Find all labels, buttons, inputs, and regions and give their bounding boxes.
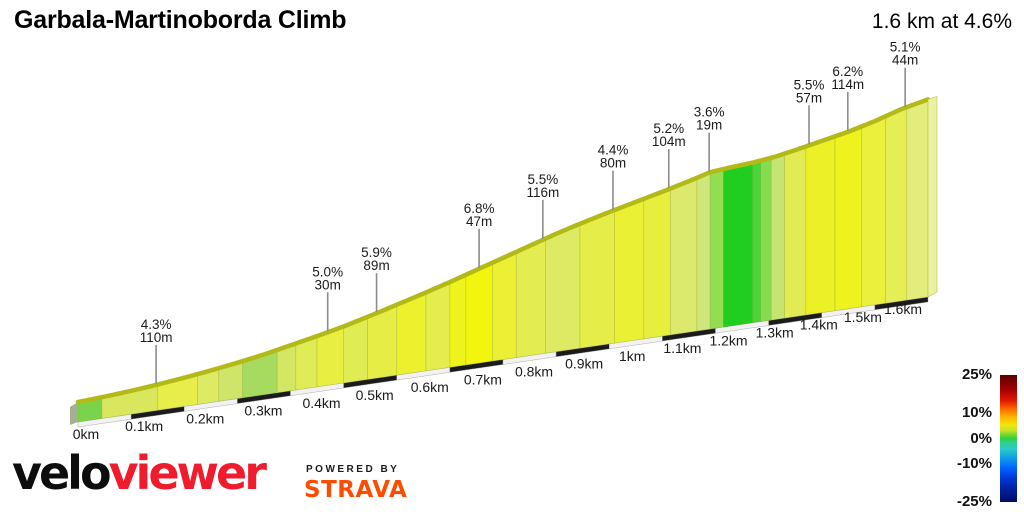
callout-gradient-label: 5.1% [890,40,921,55]
profile-segment [643,188,671,340]
page-title: Garbala-Martinoborda Climb [14,6,347,34]
profile-right-face [927,95,938,298]
callout-length-label: 47m [466,214,492,229]
callout-gradient-label: 5.2% [653,121,684,136]
x-tick-label: 0.3km [244,403,282,419]
profile-segment [515,238,546,358]
x-tick-label: 1km [619,348,645,364]
strava-logo[interactable]: STRAVA [304,477,408,503]
x-tick-label: 0.5km [356,387,394,403]
powered-by-label: POWERED BY [306,464,400,475]
profile-segment [696,171,711,332]
x-tick-label: 0.2km [186,410,224,426]
profile-segment [669,177,698,336]
callout-gradient-label: 5.0% [312,264,343,279]
callout-length-label: 30m [315,277,341,292]
callout-gradient-label: 4.4% [598,143,629,158]
callout-length-label: 104m [652,134,686,149]
callout-gradient-label: 5.9% [361,245,392,260]
climb-summary: 1.6 km at 4.6% [871,10,1012,33]
x-tick-label: 1.3km [756,324,794,340]
veloviewer-logo-velo: velo [12,446,112,500]
callout-length-label: 19m [696,118,722,133]
x-tick-label: 0.8km [515,364,553,380]
x-tick-label: 0.9km [565,356,603,372]
callout-length-label: 89m [363,258,389,273]
x-tick-label: 1.6km [884,301,922,317]
callout-length-label: 80m [600,156,626,171]
x-tick-label: 1.4km [800,317,838,333]
veloviewer-logo-viewer: viewer [108,446,267,500]
profile-segment [709,168,724,330]
x-tick-label: 0.1km [125,418,163,434]
profile-segment [579,209,615,349]
callout-gradient-label: 3.6% [694,105,725,120]
callout-gradient-label: 6.8% [464,201,495,216]
x-tick-label: 0.4km [302,395,340,411]
x-tick-label: 0.7km [464,371,502,387]
profile-segment [425,281,451,372]
x-tick-label: 1.5km [844,309,882,325]
profile-top-edge [75,97,931,405]
profile-segment [770,153,785,321]
veloviewer-logo[interactable]: veloviewer [12,450,267,496]
profile-segment [885,106,908,304]
profile-segment [784,145,807,319]
callout-gradient-label: 6.2% [832,64,863,79]
callout-gradient-label: 5.5% [794,77,825,92]
callout-length-label: 116m [526,185,559,200]
profile-segment [614,198,645,344]
profile-segment [805,135,836,316]
callout-length-label: 44m [892,53,918,68]
profile-segment [492,251,517,362]
callout-gradient-label: 4.3% [141,317,172,332]
profile-segment [906,98,929,301]
profile-segment [752,160,762,324]
x-tick-label: 1.1km [663,340,701,356]
x-tick-label: 0km [73,426,99,442]
profile-segment [861,115,886,308]
profile-segment [465,262,493,366]
profile-segment [723,162,754,328]
profile-segment [545,223,581,354]
x-tick-label: 0.6km [411,379,449,395]
callout-gradient-label: 5.5% [527,172,558,187]
profile-left-face [70,402,78,425]
x-tick-label: 1.2km [709,332,747,348]
profile-segment [760,157,772,323]
callout-length-label: 114m [831,77,864,92]
callout-length-label: 110m [140,330,173,345]
profile-segment [834,125,862,312]
callout-length-label: 57m [796,90,822,105]
profile-segment [449,274,467,368]
